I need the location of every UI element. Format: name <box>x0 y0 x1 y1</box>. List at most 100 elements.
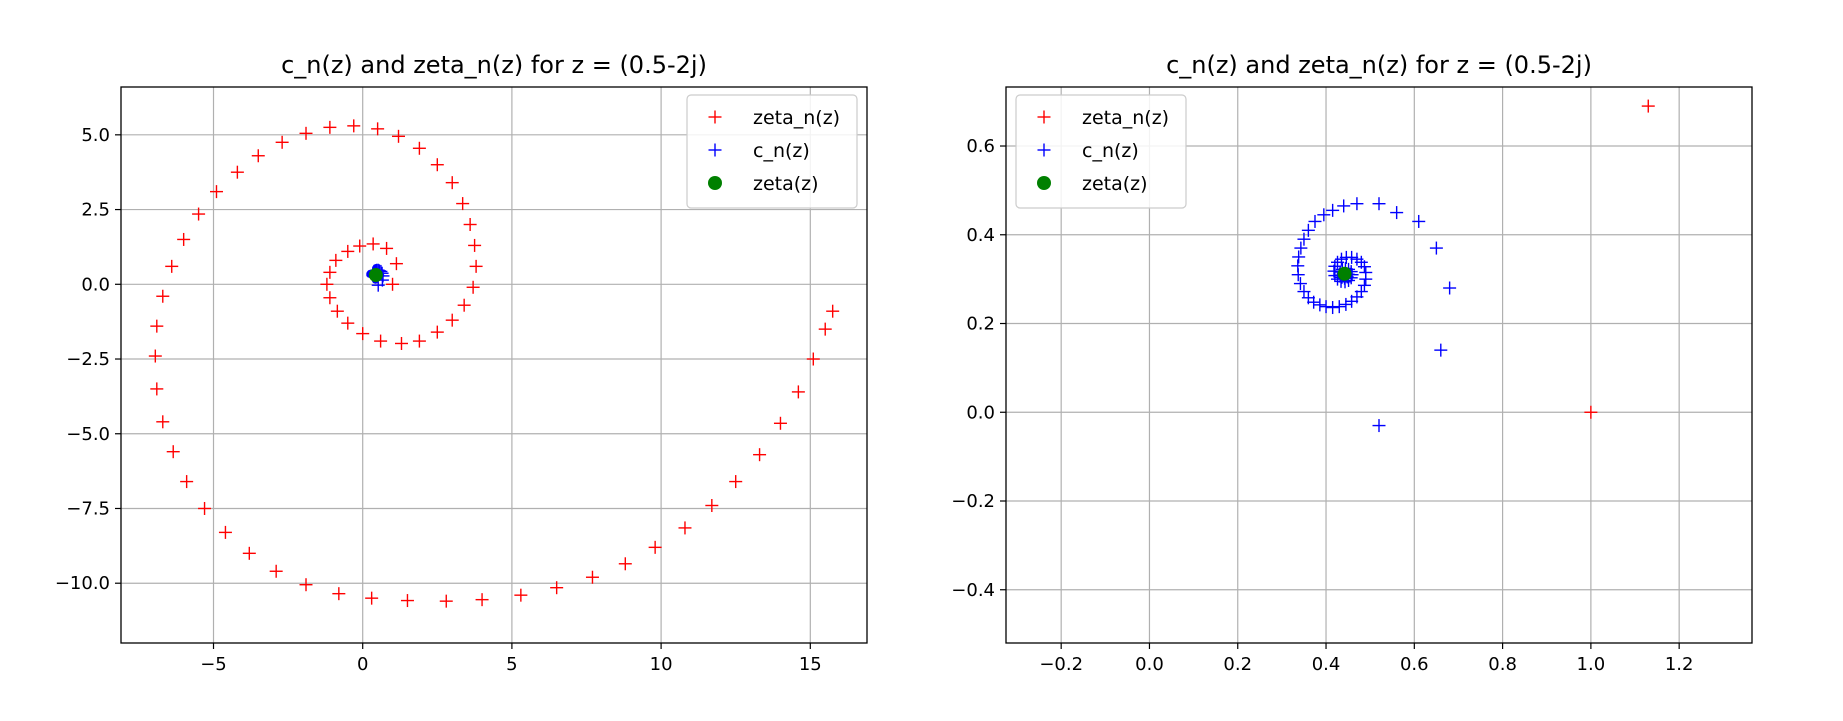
left-point-zeta-n-z <box>329 253 343 267</box>
right-series-c-n-z <box>1291 197 1457 433</box>
right-legend-box <box>1015 94 1187 209</box>
left-point-zeta-n-z <box>826 304 840 318</box>
right-point-c-n-z <box>1337 199 1351 213</box>
right-point-c-n-z <box>1291 268 1305 282</box>
right-legend-label-zeta-z: zeta(z) <box>1082 173 1148 195</box>
left-point-zeta-n-z <box>150 382 164 396</box>
right-point-zeta-z <box>1337 266 1352 281</box>
left-point-zeta-n-z <box>269 564 283 578</box>
right-point-c-n-z <box>1332 300 1346 314</box>
right-point-c-n-z <box>1412 214 1426 228</box>
right-subplot: c_n(z) and zeta_n(z) for z = (0.5-2j) −0… <box>951 51 1753 675</box>
right-series-zeta-z <box>1337 266 1352 281</box>
left-point-zeta-n-z <box>209 185 223 199</box>
left-point-zeta-n-z <box>380 241 394 255</box>
left-point-zeta-n-z <box>386 277 400 291</box>
right-ytick-label: 0.6 <box>966 136 995 157</box>
left-ytick-label: −5.0 <box>66 424 110 445</box>
left-point-zeta-n-z <box>705 498 719 512</box>
left-point-zeta-n-z <box>648 540 662 554</box>
left-ytick-label: 0.0 <box>81 274 110 295</box>
right-point-c-n-z <box>1354 285 1368 299</box>
left-point-zeta-n-z <box>430 158 444 172</box>
left-point-zeta-n-z <box>150 319 164 333</box>
right-ytick-label: −0.4 <box>951 580 995 601</box>
left-ticks: −5 0 5 10 15 −10.0 −7.5 −5.0 −2.5 0.0 2.5 5.0 <box>55 125 822 675</box>
left-point-zeta-n-z <box>353 239 367 253</box>
left-point-zeta-n-z <box>156 415 170 429</box>
left-grid <box>121 87 867 643</box>
left-legend-label-c-n-z: c_n(z) <box>753 140 810 162</box>
right-ytick-label: −0.2 <box>951 491 995 512</box>
left-point-zeta-n-z <box>198 501 212 515</box>
right-point-c-n-z <box>1308 214 1322 228</box>
right-point-c-n-z <box>1292 250 1306 264</box>
left-point-zeta-n-z <box>275 135 289 149</box>
right-xtick-label: 0.6 <box>1400 654 1429 675</box>
right-point-c-n-z <box>1326 203 1340 217</box>
left-point-zeta-n-z <box>332 587 346 601</box>
left-point-zeta-n-z <box>463 218 477 232</box>
right-legend-marker-c-n-z <box>1037 143 1051 157</box>
left-point-zeta-n-z <box>242 546 256 560</box>
left-point-zeta-n-z <box>791 385 805 399</box>
left-point-zeta-n-z <box>439 594 453 608</box>
left-point-zeta-n-z <box>678 521 692 535</box>
right-xtick-label: 0.2 <box>1223 654 1252 675</box>
right-point-c-n-z <box>1307 295 1321 309</box>
right-point-c-n-z <box>1317 208 1331 222</box>
left-point-zeta-n-z <box>299 126 313 140</box>
right-point-c-n-z <box>1301 223 1315 237</box>
left-series-zeta-n-z <box>148 119 840 608</box>
left-point-zeta-n-z <box>218 525 232 539</box>
right-axes-frame <box>1005 86 1753 644</box>
left-point-zeta-n-z <box>323 120 337 134</box>
right-point-c-n-z <box>1350 252 1364 266</box>
left-point-zeta-n-z <box>585 570 599 584</box>
right-legend: zeta_n(z) c_n(z) zeta(z) <box>1015 94 1187 209</box>
left-point-zeta-n-z <box>753 448 767 462</box>
left-legend-marker-zeta-z <box>708 176 722 190</box>
left-point-zeta-n-z <box>180 475 194 489</box>
left-ytick-label: 2.5 <box>81 200 110 221</box>
left-point-zeta-n-z <box>412 334 426 348</box>
left-xtick-label: 15 <box>799 654 822 675</box>
right-chart-title: c_n(z) and zeta_n(z) for z = (0.5-2j) <box>1166 51 1592 79</box>
left-marks <box>148 119 840 608</box>
right-point-zeta-n-z <box>1641 99 1655 113</box>
right-xtick-label: 0.4 <box>1312 654 1341 675</box>
left-point-zeta-n-z <box>148 349 162 363</box>
left-ytick-label: 5.0 <box>81 125 110 146</box>
left-point-zeta-n-z <box>299 578 313 592</box>
right-legend-label-c-n-z: c_n(z) <box>1082 140 1139 162</box>
right-point-c-n-z <box>1326 301 1340 315</box>
left-point-zeta-n-z <box>230 165 244 179</box>
right-point-c-n-z <box>1313 298 1327 312</box>
left-point-zeta-n-z <box>550 581 564 595</box>
right-point-c-n-z <box>1443 281 1457 295</box>
left-axes-frame <box>120 86 868 644</box>
left-point-zeta-n-z <box>818 322 832 336</box>
right-xtick-label: 0.8 <box>1488 654 1517 675</box>
right-point-c-n-z <box>1293 277 1307 291</box>
left-point-zeta-n-z <box>394 336 408 350</box>
left-xtick-label: 10 <box>650 654 673 675</box>
left-point-zeta-n-z <box>323 265 337 279</box>
left-point-zeta-n-z <box>618 557 632 571</box>
left-point-zeta-n-z <box>389 257 403 271</box>
right-point-c-n-z <box>1294 241 1308 255</box>
left-xtick-label: 5 <box>506 654 517 675</box>
left-point-zeta-n-z <box>341 316 355 330</box>
right-point-c-n-z <box>1372 197 1386 211</box>
right-ytick-label: 0.2 <box>966 314 995 335</box>
right-xtick-label: 1.2 <box>1665 654 1694 675</box>
left-point-zeta-n-z <box>773 416 787 430</box>
left-point-zeta-n-z <box>806 352 820 366</box>
left-series-zeta-z <box>368 268 383 283</box>
left-point-zeta-n-z <box>320 277 334 291</box>
right-xtick-label: 0.0 <box>1135 654 1164 675</box>
right-xtick-label: 1.0 <box>1577 654 1606 675</box>
left-subplot: c_n(z) and zeta_n(z) for z = (0.5-2j) −5… <box>55 51 868 675</box>
right-point-c-n-z <box>1297 232 1311 246</box>
right-ticks: −0.2 0.0 0.2 0.4 0.6 0.8 1.0 1.2 −0.4 −0.2 0.0 0.2 0… <box>951 136 1693 675</box>
